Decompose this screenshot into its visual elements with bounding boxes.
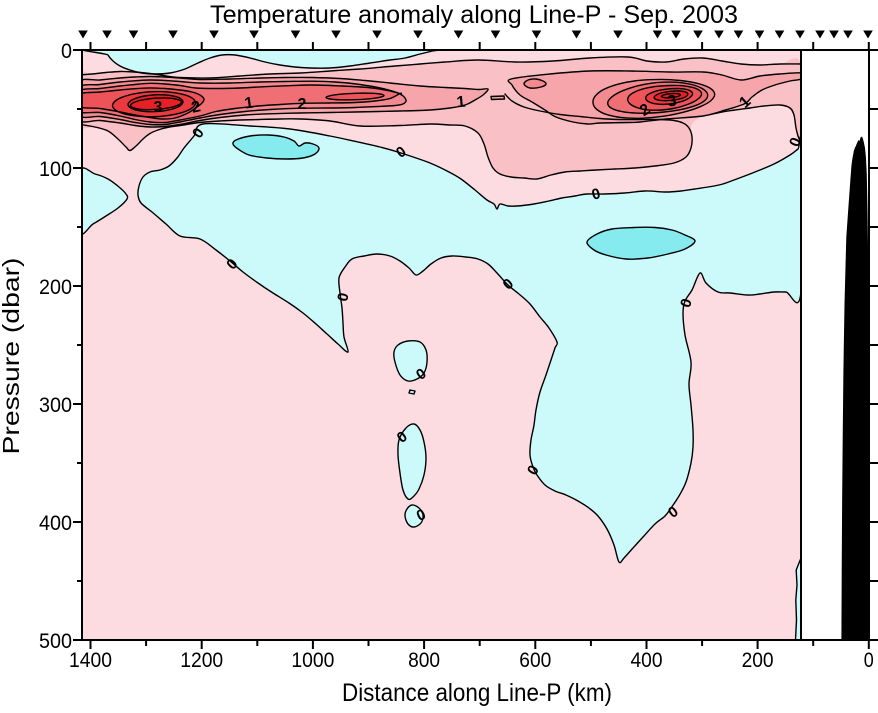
svg-text:Pressure (dbar): Pressure (dbar) bbox=[0, 258, 24, 455]
svg-text:500: 500 bbox=[39, 630, 72, 653]
svg-text:800: 800 bbox=[408, 649, 440, 672]
svg-text:600: 600 bbox=[519, 649, 551, 672]
svg-text:1000: 1000 bbox=[291, 649, 334, 672]
svg-text:3: 3 bbox=[666, 92, 678, 110]
svg-text:1400: 1400 bbox=[69, 649, 112, 672]
svg-text:1200: 1200 bbox=[180, 649, 223, 672]
svg-text:300: 300 bbox=[39, 394, 72, 417]
svg-text:1: 1 bbox=[243, 94, 254, 112]
svg-text:400: 400 bbox=[39, 512, 72, 535]
svg-text:200: 200 bbox=[742, 649, 774, 672]
svg-text:0: 0 bbox=[61, 40, 72, 63]
svg-text:100: 100 bbox=[39, 158, 72, 181]
svg-text:400: 400 bbox=[631, 649, 663, 672]
svg-text:Temperature anomaly along Line: Temperature anomaly along Line-P - Sep. … bbox=[210, 1, 738, 29]
svg-text:Distance along Line-P (km): Distance along Line-P (km) bbox=[342, 679, 612, 707]
svg-text:0: 0 bbox=[864, 649, 874, 672]
svg-text:2: 2 bbox=[298, 96, 307, 113]
svg-text:3: 3 bbox=[154, 99, 163, 116]
svg-text:2: 2 bbox=[190, 98, 202, 116]
svg-text:200: 200 bbox=[39, 276, 72, 299]
svg-text:0: 0 bbox=[334, 291, 352, 303]
svg-text:1: 1 bbox=[456, 94, 466, 112]
